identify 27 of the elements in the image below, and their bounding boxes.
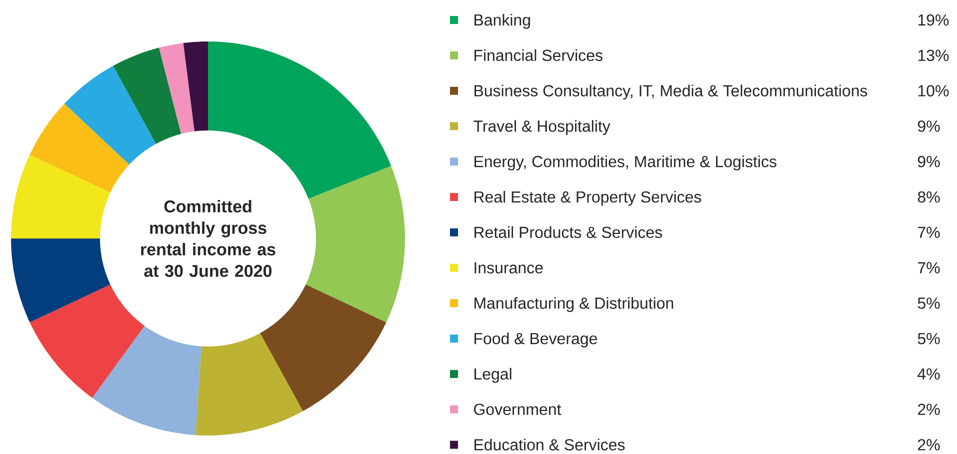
data-label: 7% — [918, 226, 940, 238]
data-label: 7% — [918, 262, 940, 274]
legend-label: Insurance — [474, 262, 543, 274]
legend-label: Legal — [474, 368, 512, 383]
data-label: 9% — [918, 156, 940, 168]
legend-label: Business Consultancy, IT, Media & Telecommunications — [474, 84, 868, 100]
data-label: 4% — [918, 368, 940, 380]
data-label: 5% — [918, 298, 940, 309]
data-label: 2% — [918, 439, 940, 450]
data-label: 2% — [918, 404, 940, 415]
data-label: 13% — [918, 50, 949, 62]
data-label: 8% — [918, 191, 940, 203]
legend-label: Education & Services — [474, 438, 625, 450]
legend-label: Energy, Commodities, Maritime & Logistics — [474, 155, 776, 170]
data-label: 5% — [918, 332, 940, 344]
legend-label: Manufacturing & Distribution — [474, 297, 674, 312]
data-label: 19% — [918, 14, 949, 26]
data-label: 9% — [918, 120, 940, 132]
legend-label: Banking — [474, 14, 530, 29]
legend-label: Government — [474, 404, 562, 416]
legend-label: Real Estate & Property Services — [474, 190, 702, 206]
legend-label: Financial Services — [474, 49, 602, 62]
data-label: 10% — [918, 85, 949, 96]
text: Committed monthly gross rental income as at 30 June 2020 — [141, 200, 276, 277]
legend-label: Retail Products & Services — [474, 226, 662, 238]
legend-label: Food & Beverage — [474, 332, 597, 348]
legend-label: Travel & Hospitality — [474, 120, 610, 136]
